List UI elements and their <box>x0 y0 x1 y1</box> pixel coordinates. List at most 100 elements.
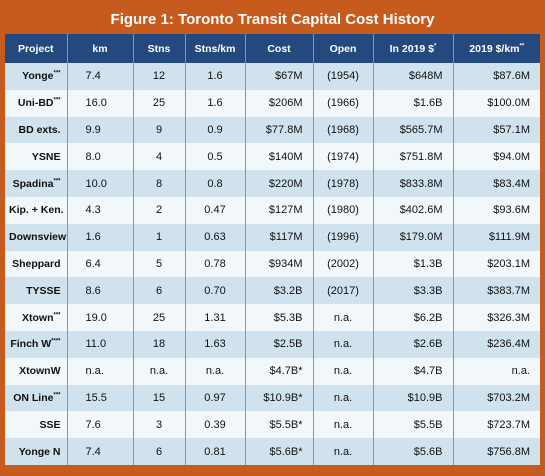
cell-km: 7.4 <box>67 63 134 90</box>
cell-project: YSNE <box>5 143 68 171</box>
table-row: BD exts. 9.9 9 0.9 $77.8M (1968) $565.7M $57.1M <box>5 116 540 144</box>
cell-cost-text: $4.7B* <box>269 365 303 378</box>
header-open: Open <box>313 34 374 63</box>
cell-stations-text: 25 <box>152 97 166 110</box>
cell-open: (1978) <box>313 170 374 197</box>
cell-km-text: 11.0 <box>85 338 107 351</box>
cell-open-text: (1980) <box>327 204 359 217</box>
cell-open-text: (2017) <box>327 284 359 297</box>
footnote-mark: *** <box>53 392 61 399</box>
cell-stations-per-km-text: 0.9 <box>207 123 223 136</box>
table-row: SSE 7.6 3 0.39 $5.5B* n.a. $5.5B $723.7M <box>5 411 540 439</box>
cell-project-text: BD exts. <box>18 123 61 136</box>
cell-open: (2002) <box>313 250 374 278</box>
header-stns-per-km: Stns/km <box>185 34 246 63</box>
cell-km-text: 8.6 <box>85 284 101 297</box>
cell-stations-per-km: 0.70 <box>185 277 246 305</box>
cell-stations-text: 1 <box>155 231 163 244</box>
cell-open-text: n.a. <box>333 365 353 378</box>
cell-cost-text: $3.2B <box>273 284 303 297</box>
cell-project-text: Sheppard <box>12 257 61 270</box>
cell-project-text: Kip. + Ken. <box>9 204 64 217</box>
cell-stations-per-km: 0.78 <box>185 250 246 278</box>
cell-cost: $3.2B <box>245 277 314 305</box>
footnote-mark: *** <box>53 178 61 185</box>
cell-project-text: XtownW <box>19 365 61 378</box>
cell-per-km: $723.7M <box>453 411 540 439</box>
cell-open-text: n.a. <box>333 418 353 431</box>
cell-km-text: 16.0 <box>85 97 107 110</box>
cell-km: n.a. <box>67 357 134 385</box>
cell-cost-text: $934M <box>268 257 303 270</box>
cell-stations-per-km: 1.31 <box>185 304 246 331</box>
footnote-mark: **** <box>51 338 61 345</box>
cell-cost-text: $67M <box>274 70 303 83</box>
cell-in-2019-text: $179.0M <box>399 231 443 244</box>
cell-km-text: 7.4 <box>85 445 101 458</box>
cell-cost: $140M <box>245 143 314 171</box>
cell-stations-per-km: 0.97 <box>185 384 246 412</box>
cell-open: n.a. <box>313 304 374 331</box>
cell-per-km-text: $383.7M <box>487 284 530 297</box>
cell-stations: 25 <box>133 89 186 117</box>
table-body: Yonge*** 7.4 12 1.6 $67M (1954) $648M $87.6M Uni… <box>5 63 540 465</box>
cell-stations-text: 8 <box>155 177 163 190</box>
cell-open: (1954) <box>313 63 374 90</box>
cell-project: Finch W**** <box>5 330 68 358</box>
cell-project: Downsview <box>5 223 68 251</box>
cost-table-container: Project km Stns Stns/km Cost Open In 201… <box>5 34 540 465</box>
cell-project: ON Line*** <box>5 384 68 412</box>
cell-per-km: $100.0M <box>453 89 540 117</box>
cell-stations-text: 3 <box>155 418 163 431</box>
cell-stations-per-km-text: 0.47 <box>204 204 226 217</box>
cell-km: 7.6 <box>67 411 134 439</box>
cell-in-2019: $2.6B <box>373 330 454 358</box>
cell-cost: $10.9B* <box>245 384 314 412</box>
cell-km: 4.3 <box>67 196 134 224</box>
header-in-2019-footnote: * <box>434 43 437 49</box>
cell-stations-per-km-text: 0.39 <box>204 418 226 431</box>
cell-stations: 25 <box>133 304 186 331</box>
cell-in-2019-text: $648M <box>408 70 443 83</box>
cell-stations-per-km-text: 0.78 <box>204 257 226 270</box>
cell-open-text: (1978) <box>327 177 359 190</box>
cell-stations-text: 6 <box>155 445 163 458</box>
cell-cost: $4.7B* <box>245 357 314 385</box>
cell-in-2019: $5.5B <box>373 411 454 439</box>
cell-per-km: $94.0M <box>453 143 540 171</box>
cell-open-text: (1966) <box>327 97 359 110</box>
cell-per-km-text: $111.9M <box>488 231 530 244</box>
table-row: Yonge*** 7.4 12 1.6 $67M (1954) $648M $87.6M <box>5 63 540 90</box>
cell-open: n.a. <box>313 330 374 358</box>
cell-in-2019-text: $5.6B <box>413 445 443 458</box>
cell-cost-text: $2.5B <box>273 338 303 351</box>
cell-cost: $5.5B* <box>245 411 314 439</box>
footnote-mark: *** <box>53 312 61 319</box>
cell-stations-per-km-text: n.a. <box>205 365 225 378</box>
cell-stations: 6 <box>133 277 186 305</box>
table-row: Finch W**** 11.0 18 1.63 $2.5B n.a. $2.6B $236.… <box>5 330 540 358</box>
cell-stations-text: 9 <box>155 123 163 136</box>
cell-cost-text: $10.9B* <box>263 391 303 404</box>
cell-project-text: SSE <box>39 418 61 431</box>
cell-project: Kip. + Ken. <box>5 196 68 224</box>
cell-km: 15.5 <box>67 384 134 412</box>
table-row: Xtown*** 19.0 25 1.31 $5.3B n.a. $6.2B $326.3M <box>5 304 540 331</box>
cell-per-km-text: $703.2M <box>487 391 530 404</box>
header-km: km <box>67 34 134 63</box>
cell-per-km-text: $756.8M <box>487 445 530 458</box>
cell-per-km: $236.4M <box>453 330 540 358</box>
cell-stations-per-km: 0.9 <box>185 116 246 144</box>
table-row: Kip. + Ken. 4.3 2 0.47 $127M (1980) $402.6M $93… <box>5 196 540 224</box>
cell-open-text: n.a. <box>333 338 353 351</box>
cell-project: TYSSE <box>5 277 68 305</box>
cell-stations-text: 25 <box>152 311 166 324</box>
cell-project: Xtown*** <box>5 304 68 331</box>
cell-km: 7.4 <box>67 438 134 465</box>
footnote-mark: *** <box>53 97 61 104</box>
cell-stations-per-km: 1.63 <box>185 330 246 358</box>
cell-open: n.a. <box>313 438 374 465</box>
table-row: TYSSE 8.6 6 0.70 $3.2B (2017) $3.3B $383.7M <box>5 277 540 305</box>
cell-in-2019-text: $1.3B <box>413 257 443 270</box>
